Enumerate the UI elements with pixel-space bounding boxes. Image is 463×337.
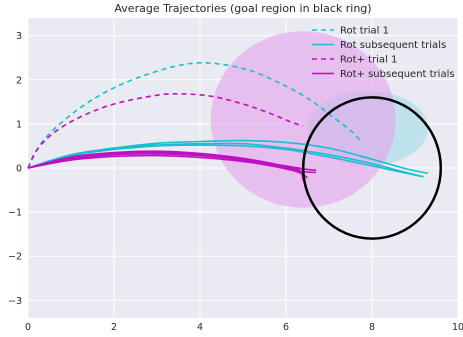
series-line-2-2 — [27, 139, 429, 175]
legend-label: Rot trial 1 — [340, 26, 389, 37]
series-line-2-3 — [27, 144, 420, 177]
x-tick-label: 2 — [111, 322, 117, 333]
y-tick-label: 2 — [16, 75, 22, 86]
legend-label: Rot subsequent trials — [340, 40, 446, 51]
series-lines — [27, 61, 429, 181]
x-tick-label: 0 — [25, 322, 31, 333]
y-tick-label: −2 — [8, 252, 22, 263]
x-tick-label: 8 — [369, 322, 375, 333]
series-line-4-2 — [27, 150, 317, 171]
y-tick-labels: −3 −2 −1 0 1 2 3 — [8, 31, 22, 307]
series-line-3-1 — [27, 92, 304, 169]
chart-title: Average Trajectories (goal region in bla… — [114, 2, 371, 15]
x-tick-label: 4 — [197, 322, 203, 333]
goal-ring — [301, 96, 443, 240]
y-tick-label: 3 — [16, 31, 22, 42]
x-tick-labels: 0 2 4 6 8 10 — [25, 322, 463, 333]
y-tick-label: 0 — [16, 164, 22, 175]
y-tick-label: −3 — [8, 296, 22, 307]
y-tick-label: 1 — [16, 119, 22, 130]
legend-label: Rot+ trial 1 — [340, 55, 397, 66]
series-line-4-4 — [27, 151, 304, 181]
series-line-4-3 — [27, 154, 308, 179]
legend: Rot trial 1 Rot subsequent trials Rot+ tri… — [312, 26, 455, 80]
y-tick-label: −1 — [8, 208, 22, 219]
x-tick-label: 6 — [283, 322, 289, 333]
x-tick-label: 10 — [452, 322, 463, 333]
legend-label: Rot+ subsequent trials — [340, 69, 455, 80]
goal-ring-group — [301, 96, 443, 240]
